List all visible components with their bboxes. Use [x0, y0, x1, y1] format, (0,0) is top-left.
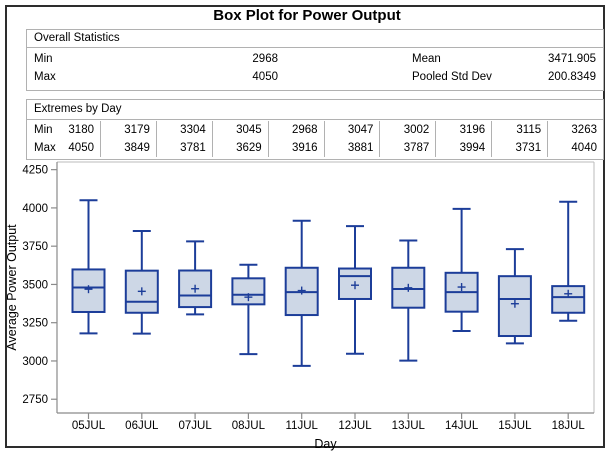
stat-value: 3849: [100, 139, 156, 157]
box-06JUL: [124, 230, 159, 335]
y-tick-label: 3250: [22, 318, 48, 330]
stat-value: 3881: [323, 139, 380, 157]
page-title: Box Plot for Power Output: [213, 7, 401, 24]
stat-value: 3304: [155, 121, 212, 139]
stat-value: 4050: [252, 71, 278, 83]
x-tick-label: 15JUL: [498, 420, 532, 432]
x-tick-label: 05JUL: [72, 420, 106, 432]
stat-value: 2968: [252, 53, 278, 65]
box-plot-chart: 2750 3000 3250 3500 3750 4000 4250 05JUL 06JUL 07…: [0, 160, 614, 460]
stat-value: 3629: [211, 139, 268, 157]
overall-statistics-table: Overall Statistics Min 2968 Mean 3471.90…: [26, 29, 604, 91]
stat-value: 200.8349: [548, 71, 596, 83]
x-tick-label: 13JUL: [392, 420, 426, 432]
x-tick-label: 12JUL: [338, 420, 372, 432]
stat-label: Max: [34, 142, 56, 154]
column-spacer: [278, 50, 412, 68]
stat-value: 2968: [267, 121, 324, 139]
table-row: Min 3180 3179 3304 3045 2968 3047 3002 3…: [27, 121, 603, 139]
extremes-min-first-cell: Min 3180: [27, 121, 100, 139]
stat-value: 3916: [267, 139, 324, 157]
stat-label: Mean: [412, 53, 441, 65]
iqr-box: [178, 269, 213, 309]
y-tick-label: 2750: [22, 394, 48, 406]
column-spacer: [278, 68, 412, 86]
y-tick-label: 3000: [22, 356, 48, 368]
x-tick-label: 08JUL: [232, 420, 266, 432]
box-plot-svg: 2750 3000 3250 3500 3750 4000 4250 05JUL 06JUL 07…: [5, 161, 595, 451]
x-tick-label: 06JUL: [125, 420, 159, 432]
table-row: Max 4050 3849 3781 3629 3916 3881 3787 3…: [27, 139, 603, 157]
stat-value: 3196: [435, 121, 491, 139]
y-axis-title: Average Power Output: [5, 224, 19, 351]
table-row: Min 2968 Mean 3471.905: [27, 50, 603, 68]
box-18JUL: [551, 200, 586, 322]
stat-value: 4050: [68, 142, 94, 154]
extremes-by-day-header: Extremes by Day: [27, 100, 603, 120]
extremes-by-day-body: Min 3180 3179 3304 3045 2968 3047 3002 3…: [27, 120, 603, 159]
box-12JUL: [338, 225, 372, 355]
table-row: Max 4050 Pooled Std Dev 200.8349: [27, 68, 603, 86]
x-axis-title: Day: [314, 437, 337, 451]
box-08JUL: [231, 263, 266, 356]
stat-value: 3045: [211, 121, 268, 139]
box-15JUL: [497, 248, 532, 345]
stat-value: 3180: [68, 124, 94, 136]
y-tick-label: 4250: [22, 165, 48, 177]
x-tick-label: 18JUL: [552, 420, 586, 432]
stat-label: Min: [34, 53, 53, 65]
x-tick-label: 14JUL: [445, 420, 479, 432]
stat-value: 3002: [379, 121, 435, 139]
stat-value: 3994: [435, 139, 491, 157]
stat-value: 3731: [491, 139, 547, 157]
stat-value: 3781: [155, 139, 212, 157]
x-tick-label: 11JUL: [286, 420, 319, 432]
stat-label: Pooled Std Dev: [412, 71, 492, 83]
stat-label: Min: [34, 124, 53, 136]
box-13JUL: [391, 239, 426, 362]
stat-value: 3263: [547, 121, 603, 139]
box-11JUL: [284, 219, 319, 367]
y-tick-label: 3500: [22, 279, 48, 291]
stat-value: 4040: [547, 139, 603, 157]
overall-statistics-header: Overall Statistics: [27, 30, 603, 48]
stat-value: 3471.905: [548, 53, 596, 65]
extremes-by-day-table: Extremes by Day Min 3180 3179 3304 3045 …: [26, 99, 604, 160]
stat-label: Max: [34, 71, 56, 83]
stat-value: 3179: [100, 121, 156, 139]
box-07JUL: [178, 240, 213, 316]
y-tick-label: 3750: [22, 241, 48, 253]
stat-value: 3787: [379, 139, 435, 157]
box-05JUL: [71, 199, 106, 335]
extremes-max-first-cell: Max 4050: [27, 139, 100, 157]
stat-value: 3047: [323, 121, 380, 139]
x-tick-label: 07JUL: [178, 420, 212, 432]
stat-value: 3115: [491, 121, 547, 139]
y-tick-label: 4000: [22, 203, 48, 215]
box-14JUL: [444, 207, 479, 332]
overall-statistics-body: Min 2968 Mean 3471.905 Max 4050 Pooled S…: [27, 48, 603, 90]
